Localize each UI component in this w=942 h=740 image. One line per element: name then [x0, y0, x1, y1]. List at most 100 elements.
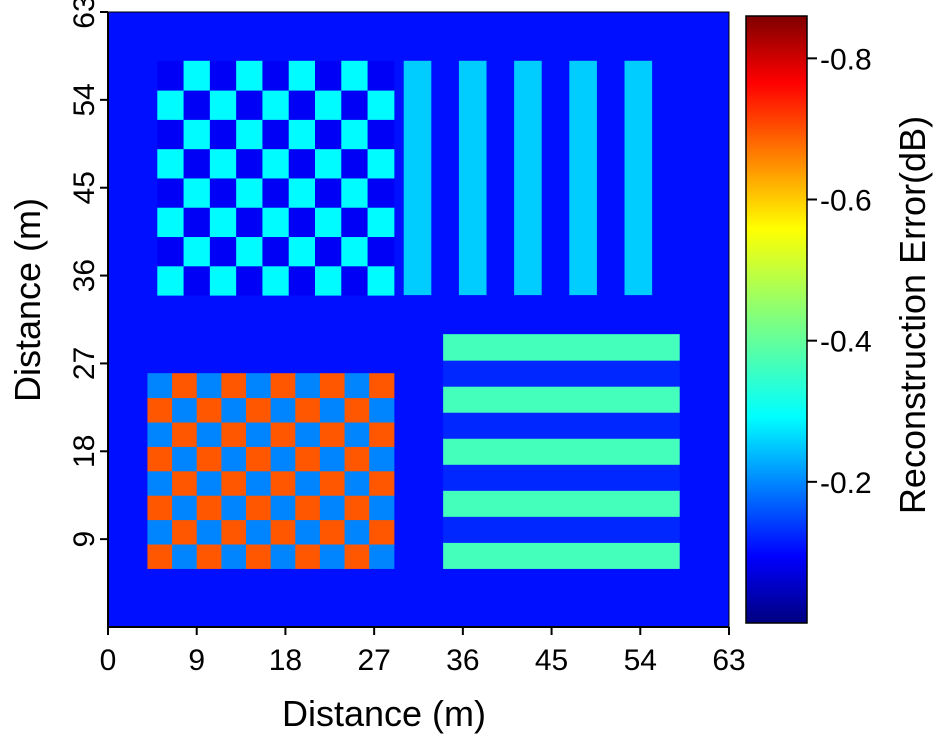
heatmap-cell — [183, 265, 211, 296]
colorbar-ticks: -0.2 -0.4 -0.6 -0.8 — [807, 43, 872, 500]
heatmap-cell — [236, 236, 263, 267]
heatmap-cell — [147, 397, 173, 423]
heatmap-cell — [270, 519, 296, 545]
heatmap-region — [147, 373, 395, 569]
heatmap-stripe — [514, 60, 543, 296]
x-tick-label: 63 — [712, 644, 745, 677]
heatmap-cell — [183, 119, 211, 150]
heatmap-cell — [147, 544, 173, 569]
heatmap-cell — [315, 177, 342, 208]
heatmap-cell — [341, 90, 369, 120]
heatmap-cell — [295, 495, 321, 521]
heatmap-cell — [288, 207, 316, 238]
heatmap-cell — [209, 119, 237, 150]
heatmap-stripe — [569, 60, 598, 296]
heatmap-cell — [341, 177, 369, 208]
heatmap-cell — [369, 373, 395, 399]
heatmap-cell — [344, 373, 370, 399]
heatmap-cell — [147, 373, 173, 399]
heatmap-cell — [172, 519, 198, 545]
heatmap-cell — [319, 495, 346, 521]
heatmap-cell — [196, 446, 222, 472]
heatmap-cell — [172, 397, 198, 423]
heatmap-stripe — [541, 60, 570, 296]
heatmap-cell — [369, 397, 395, 423]
heatmap-cell — [157, 207, 185, 238]
heatmap-cell — [288, 60, 316, 91]
x-tick-label: 54 — [624, 644, 657, 677]
heatmap-stripe — [443, 412, 680, 439]
x-tick-label: 9 — [188, 644, 205, 677]
heatmap-cell — [196, 373, 222, 399]
heatmap-cell — [157, 148, 185, 179]
y-axis: 9 18 27 36 45 54 63 Distance (m) — [7, 0, 109, 627]
heatmap-stripe — [443, 464, 680, 491]
heatmap-cell — [236, 207, 263, 238]
heatmap-cell — [262, 90, 290, 120]
heatmap-cell — [221, 446, 247, 472]
heatmap-stripe — [443, 542, 680, 569]
heatmap-cell — [369, 470, 395, 496]
heatmap-cell — [270, 373, 296, 399]
heatmap-stripe — [443, 490, 680, 517]
heatmap-cell — [295, 397, 321, 423]
heatmap-cell — [221, 470, 247, 496]
heatmap-cells — [108, 12, 729, 627]
y-tick-label: 18 — [68, 435, 101, 468]
heatmap-stripe — [652, 60, 681, 296]
heatmap-cell — [367, 177, 395, 208]
colorbar-tick-label: -0.2 — [820, 467, 872, 500]
heatmap-cell — [295, 544, 321, 569]
heatmap-cell — [344, 470, 370, 496]
heatmap-cell — [209, 177, 237, 208]
heatmap-cell — [157, 177, 185, 208]
heatmap-cell — [262, 148, 290, 179]
heatmap-cell — [270, 397, 296, 423]
heatmap-cell — [157, 60, 185, 91]
y-axis-label: Distance (m) — [7, 198, 48, 402]
heatmap-stripe — [431, 60, 460, 296]
heatmap-cell — [367, 119, 395, 150]
heatmap-cell — [341, 119, 369, 150]
heatmap-stripe — [443, 438, 680, 465]
heatmap-cell — [315, 265, 342, 296]
heatmap-cell — [288, 177, 316, 208]
heatmap-cell — [236, 90, 263, 120]
heatmap-cell — [183, 60, 211, 91]
heatmap-cell — [246, 495, 272, 521]
heatmap-cell — [147, 495, 173, 521]
heatmap-cell — [344, 422, 370, 447]
heatmap-cell — [288, 265, 316, 296]
heatmap-cell — [319, 422, 346, 447]
heatmap-cell — [288, 90, 316, 120]
colorbar-tick-label: -0.4 — [820, 326, 872, 359]
heatmap-cell — [157, 90, 185, 120]
y-tick-label: 45 — [68, 171, 101, 204]
heatmap-cell — [196, 470, 222, 496]
heatmap-cell — [270, 544, 296, 569]
heatmap-cell — [270, 495, 296, 521]
colorbar-gradient — [745, 15, 808, 624]
heatmap-cell — [209, 207, 237, 238]
x-axis-label: Distance (m) — [282, 693, 486, 734]
plot-area — [107, 11, 730, 628]
heatmap-cell — [246, 373, 272, 399]
heatmap-cell — [369, 544, 395, 569]
heatmap-cell — [262, 119, 290, 150]
heatmap-cell — [196, 397, 222, 423]
heatmap-cell — [262, 60, 290, 91]
heatmap-cell — [183, 236, 211, 267]
heatmap-cell — [172, 446, 198, 472]
heatmap-cell — [221, 519, 247, 545]
colorbar-tick-label: -0.8 — [820, 43, 872, 76]
heatmap-cell — [183, 177, 211, 208]
heatmap-cell — [367, 90, 395, 120]
heatmap-cell — [236, 119, 263, 150]
heatmap-cell — [236, 148, 263, 179]
y-ticks: 9 18 27 36 45 54 63 — [68, 0, 108, 547]
heatmap-cell — [172, 544, 198, 569]
heatmap-cell — [295, 519, 321, 545]
heatmap-cell — [246, 544, 272, 569]
heatmap-cell — [172, 495, 198, 521]
heatmap-cell — [262, 236, 290, 267]
